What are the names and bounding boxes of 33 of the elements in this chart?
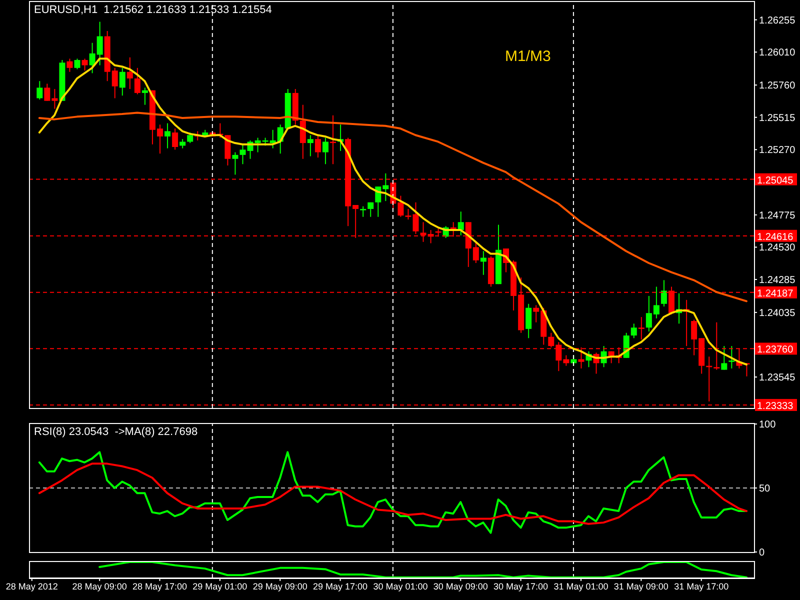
ref-line-label: 1.23333	[757, 400, 794, 412]
x-tick-label: 30 May 17:00	[494, 581, 548, 592]
y-tick-label: 0	[759, 548, 765, 559]
x-tick-label: 28 May 09:00	[72, 581, 127, 592]
x-tick-label: 30 May 09:00	[433, 581, 488, 592]
ref-line-label: 1.23760	[757, 344, 794, 356]
x-tick-label: 29 May 17:00	[313, 581, 368, 592]
ref-line-label: 1.24187	[757, 288, 794, 300]
y-tick-label: 100	[759, 420, 776, 431]
y-tick-label: 1.26255	[759, 15, 796, 26]
ref-line-label: 1.24616	[757, 232, 794, 243]
x-tick-label: 28 May 2012	[6, 581, 58, 592]
y-tick-label: 1.25270	[759, 145, 796, 156]
x-tick-label: 30 May 01:00	[373, 581, 428, 592]
x-tick-label: 31 May 17:00	[674, 581, 729, 592]
y-tick-label: 1.26010	[759, 48, 796, 59]
chart-title: EURUSD,H1 1.21562 1.21633 1.21533 1.21554	[34, 4, 272, 16]
y-tick-label: 1.24775	[759, 210, 796, 222]
x-tick-label: 31 May 01:00	[554, 581, 608, 592]
x-tick-label: 29 May 09:00	[252, 581, 308, 592]
y-tick-label: 1.23545	[759, 372, 796, 384]
y-tick-label: 1.25515	[759, 112, 796, 124]
x-tick-label: 28 May 17:00	[132, 581, 188, 592]
chart-title: RSI(8) 23.0543 ->MA(8) 22.7698	[34, 426, 198, 438]
x-tick-label: 31 May 09:00	[614, 581, 668, 592]
y-tick-label: 1.24285	[759, 275, 796, 286]
y-tick-label: 1.24530	[759, 242, 796, 254]
x-tick-label: 29 May 01:00	[192, 581, 248, 592]
ref-line-label: 1.25045	[757, 175, 794, 186]
y-tick-label: 1.24035	[759, 308, 796, 319]
annotation: M1/M3	[505, 48, 551, 65]
y-tick-label: 1.25760	[759, 80, 796, 92]
y-tick-label: 50	[759, 484, 771, 495]
